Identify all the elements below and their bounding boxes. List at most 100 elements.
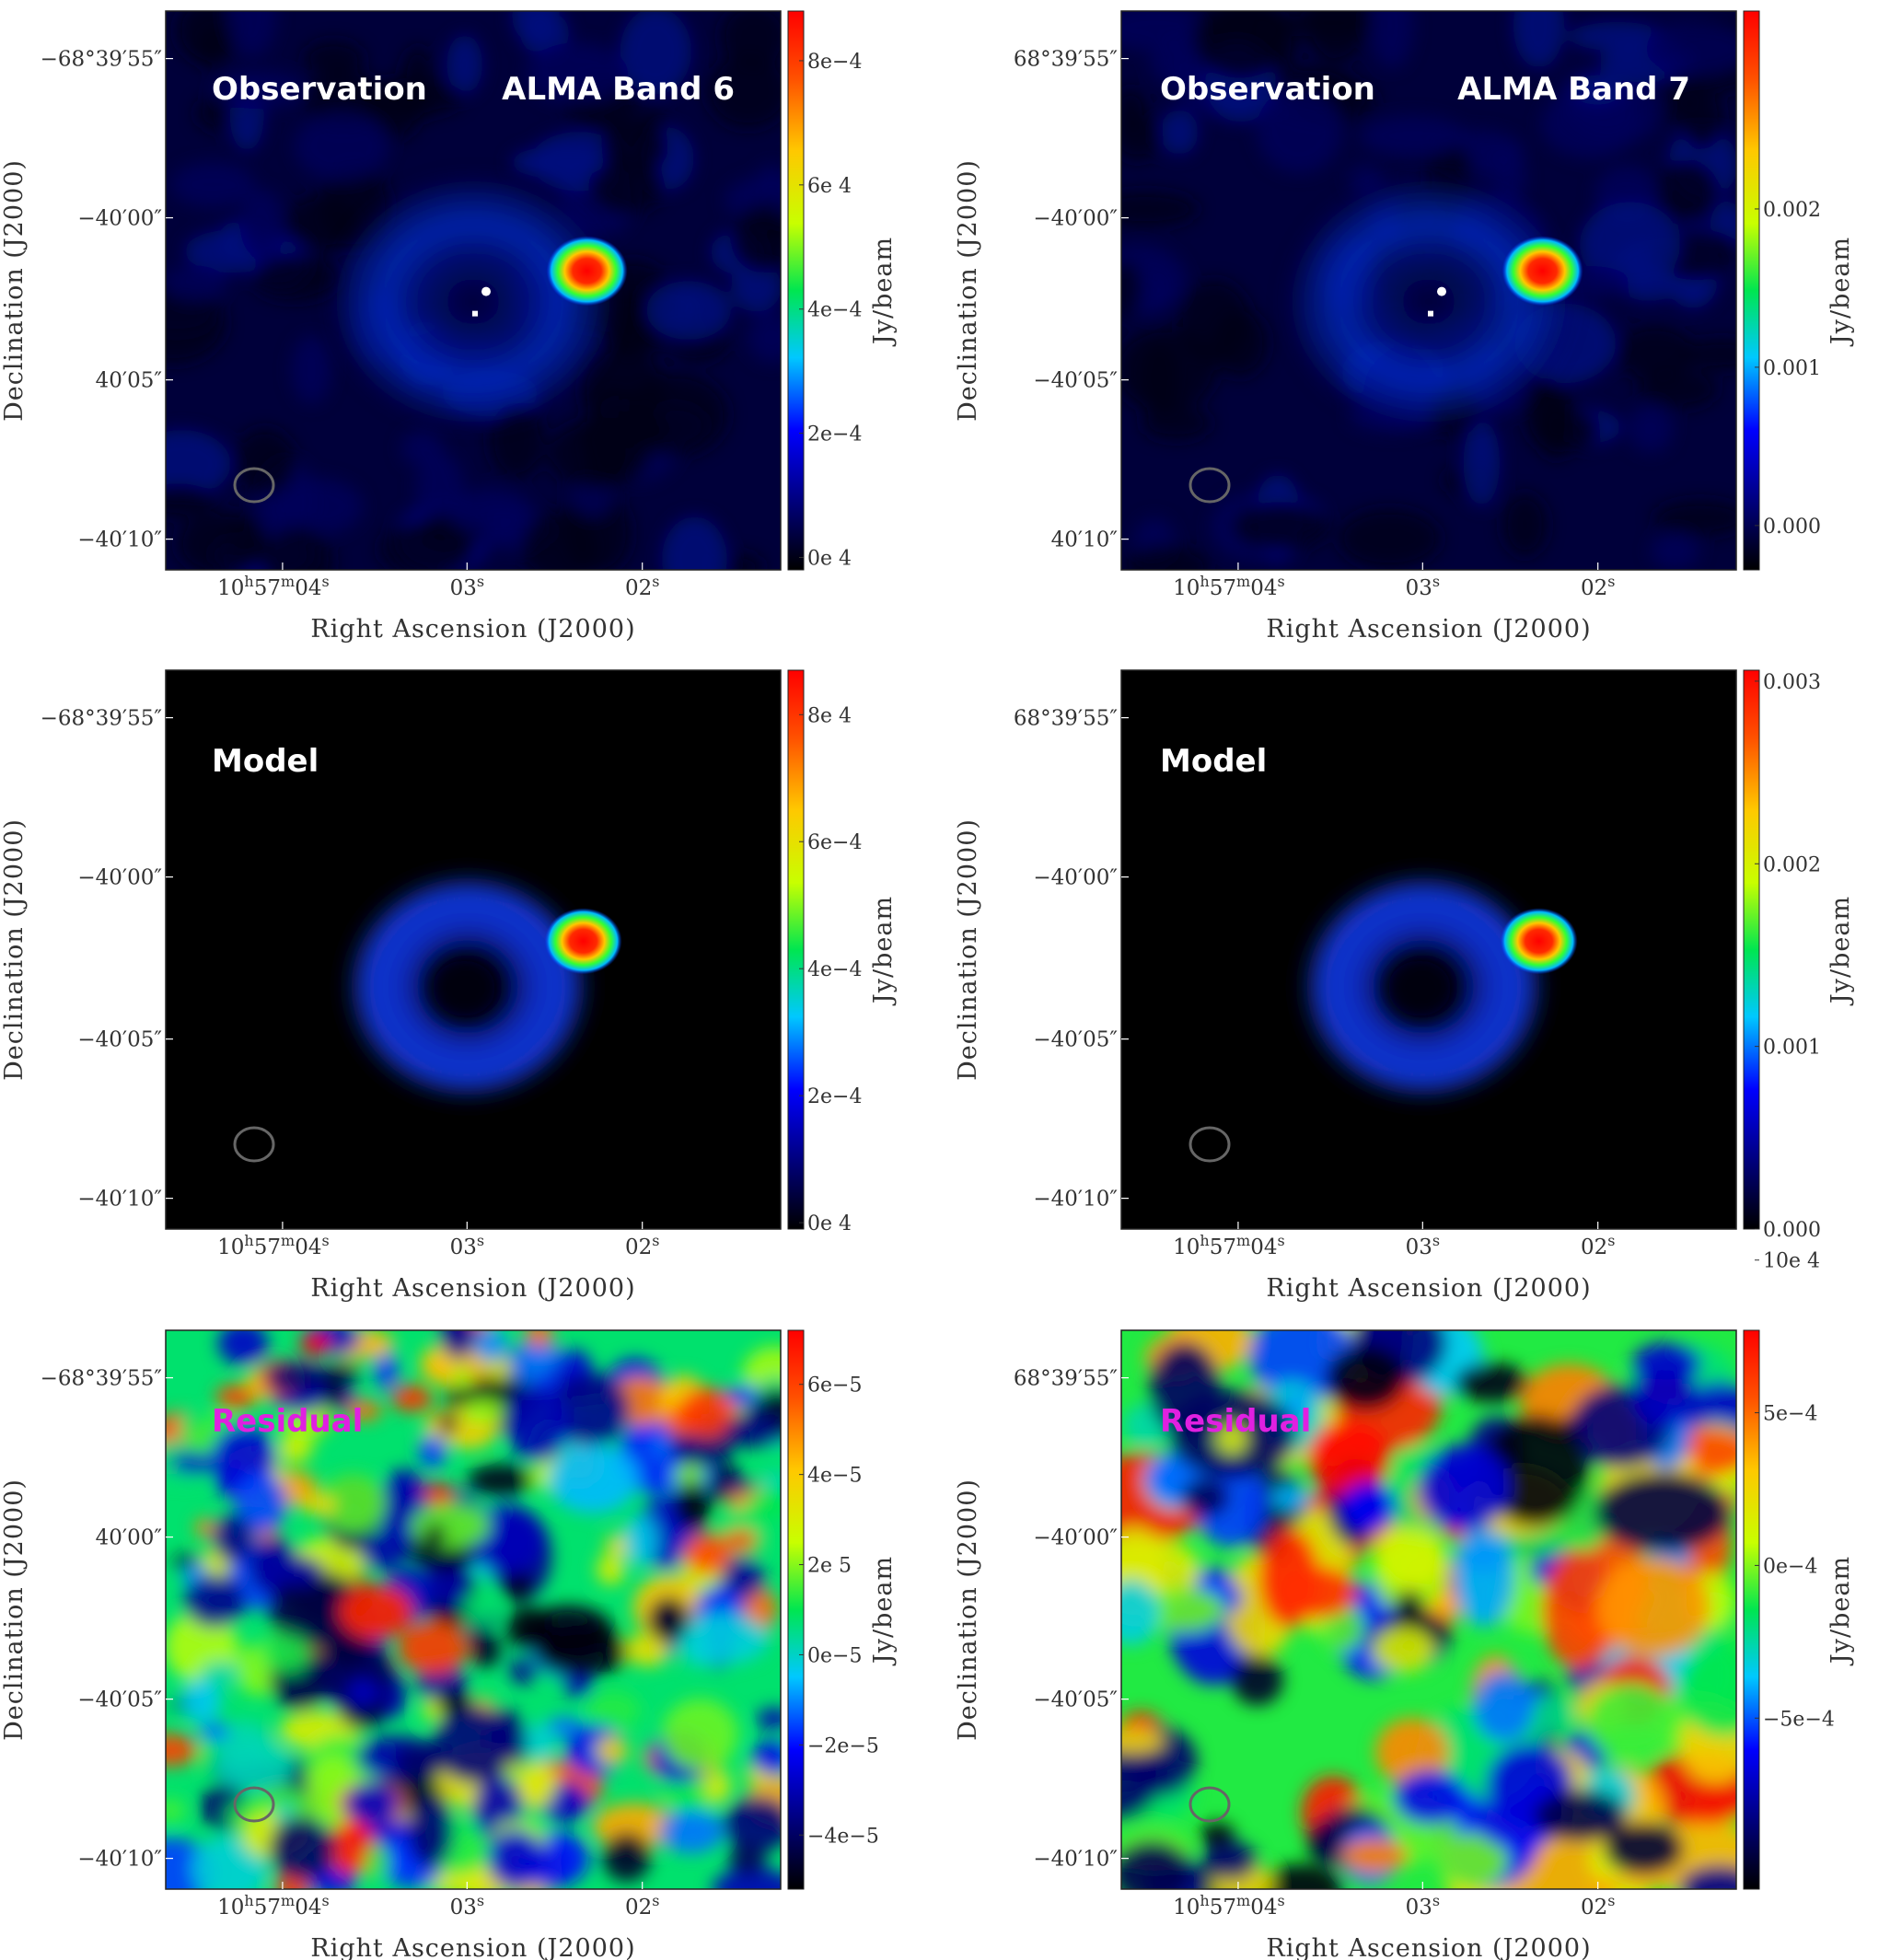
colorbar-tick-label: 0.002 — [1763, 853, 1821, 876]
colorbar-tick-label: −4e−5 — [807, 1825, 879, 1848]
y-tick-label: −40′00″ — [1033, 1526, 1118, 1550]
y-axis-title: Declination (J2000) — [954, 818, 982, 1081]
ring-cavity — [433, 960, 495, 1016]
y-tick-label: 68°39′55″ — [1014, 48, 1119, 72]
colorbar-tick-label: 2e 5 — [807, 1555, 852, 1578]
y-tick-label: −40′05″ — [1033, 1028, 1118, 1052]
colorbar — [1743, 1329, 1760, 1890]
x-tick-label: 02s — [1581, 1232, 1616, 1260]
x-tick-label: 02s — [625, 573, 660, 601]
y-tick-label: −40′00″ — [1033, 866, 1118, 890]
x-axis-title: Right Ascension (J2000) — [1266, 1274, 1591, 1303]
x-tick-label: 03s — [1406, 1892, 1441, 1920]
y-tick-label: 40′10″ — [1051, 528, 1119, 552]
colorbar-unit-label: Jy/beam — [1826, 237, 1855, 347]
panel-observation-band7: 10h57m04s 03s 02s 68°39′55″ −40′00″ −40′05″ 40… — [954, 10, 1855, 644]
map-model-band7 — [1120, 669, 1737, 1230]
colorbar-tick-label: 2e−4 — [807, 423, 862, 447]
companion-source — [1500, 908, 1578, 975]
x-tick-label: 03s — [450, 573, 485, 601]
y-axis-title: Declination (J2000) — [0, 818, 29, 1081]
colorbar — [787, 1329, 805, 1890]
y-tick-label: −40′10″ — [77, 528, 162, 552]
colorbar-tick-label: 6e 4 — [807, 175, 852, 198]
secondary-position-marker — [472, 310, 478, 317]
y-tick-label: −40′00″ — [77, 866, 162, 890]
map-residual-band6 — [165, 1329, 782, 1890]
beam-ellipse — [1188, 1786, 1231, 1823]
panel-label-residual: Residual — [1160, 1403, 1311, 1440]
panel-label-residual: Residual — [212, 1403, 363, 1440]
colorbar-tick-label: 2e−4 — [807, 1085, 862, 1108]
y-tick-label: −40′00″ — [1033, 207, 1118, 231]
y-tick-label: −68°39′55″ — [41, 707, 163, 731]
y-axis-title: Declination (J2000) — [954, 1479, 982, 1741]
panel-label-model: Model — [1160, 743, 1267, 780]
y-axis-title: Declination (J2000) — [0, 159, 29, 422]
colorbar-unit-label: Jy/beam — [1826, 1556, 1855, 1666]
x-axis-title: Right Ascension (J2000) — [310, 1934, 635, 1960]
panel-model-band6: 10h57m04s 03s 02s −68°39′55″ −40′00″ −40′05″ −… — [0, 669, 898, 1303]
colorbar-tick-label: 4e−4 — [807, 299, 862, 322]
y-tick-label: 68°39′55″ — [1014, 1367, 1119, 1391]
map-frame — [1120, 669, 1737, 1230]
colorbar-tick-label: 0.003 — [1763, 671, 1821, 694]
y-axis-title: Declination (J2000) — [0, 1479, 29, 1741]
colorbar-unit-label: Jy/beam — [1826, 896, 1855, 1006]
x-tick-label: 03s — [450, 1232, 485, 1260]
y-tick-label: −40′05″ — [1033, 369, 1118, 393]
x-tick-label: 10h57m04s — [217, 1892, 330, 1920]
x-axis-title: Right Ascension (J2000) — [310, 615, 635, 644]
map-frame — [165, 10, 782, 571]
y-tick-label: 40′00″ — [96, 1526, 163, 1550]
x-tick-label: 10h57m04s — [1173, 1892, 1285, 1920]
map-frame — [1120, 10, 1737, 571]
colorbar-tick-label: 0e−4 — [1763, 1555, 1817, 1578]
map-model-band6 — [165, 669, 782, 1230]
x-tick-label: 02s — [625, 1232, 660, 1260]
colorbar — [1743, 10, 1760, 571]
colorbar-tick-label: 0.000 — [1763, 1219, 1821, 1242]
panel-label-model: Model — [212, 743, 319, 780]
colorbar-tick-label: −5e−4 — [1763, 1708, 1835, 1731]
colorbar-tick-label: 10e 4 — [1763, 1250, 1820, 1273]
beam-ellipse — [1188, 467, 1231, 504]
colorbar-tick-label: 0e−5 — [807, 1644, 862, 1667]
panel-residual-band6: 10h57m04s 03s 02s −68°39′55″ 40′00″ −40′05″ −4… — [0, 1329, 898, 1960]
colorbar-tick-label: 5e−4 — [1763, 1403, 1817, 1426]
panel-observation-band6: 10h57m04s 03s 02s −68°39′55″ −40′00″ 40′05″ −4… — [0, 10, 898, 644]
beam-ellipse — [1188, 1126, 1231, 1163]
x-axis-title: Right Ascension (J2000) — [1266, 615, 1591, 644]
map-observation-band6 — [165, 10, 782, 571]
x-tick-label: 03s — [1406, 573, 1441, 601]
colorbar-tick-label: 8e 4 — [807, 704, 852, 727]
star-position-marker — [1437, 286, 1446, 296]
x-tick-label: 02s — [1581, 573, 1616, 601]
x-axis-title: Right Ascension (J2000) — [1266, 1934, 1591, 1960]
y-tick-label: −40′05″ — [1033, 1688, 1118, 1712]
y-tick-label: 68°39′55″ — [1014, 707, 1119, 731]
map-observation-band7 — [1120, 10, 1737, 571]
x-tick-label: 10h57m04s — [217, 1232, 330, 1260]
colorbar-tick-label: 4e−4 — [807, 958, 862, 981]
colorbar-unit-label: Jy/beam — [869, 237, 898, 347]
colorbar-unit-label: Jy/beam — [869, 896, 898, 1006]
panel-residual-band7: 10h57m04s 03s 02s 68°39′55″ −40′00″ −40′05″ −4… — [954, 1250, 1855, 1960]
dust-ring — [326, 172, 620, 431]
beam-ellipse — [233, 467, 275, 504]
colorbar-tick-label: 4e−5 — [807, 1465, 862, 1488]
colorbar-unit-label: Jy/beam — [869, 1556, 898, 1666]
colorbar-tick-label: 0.001 — [1763, 357, 1821, 380]
x-tick-label: 10h57m04s — [1173, 1232, 1285, 1260]
colorbar-tick-label: 8e−4 — [807, 51, 862, 74]
x-tick-label: 02s — [1581, 1892, 1616, 1920]
y-axis-title: Declination (J2000) — [954, 159, 982, 422]
colorbar-tick-label: 0.002 — [1763, 199, 1821, 222]
y-tick-label: −40′05″ — [77, 1028, 162, 1052]
y-tick-label: −40′10″ — [77, 1188, 162, 1212]
panel-label-observation: Observation — [1160, 71, 1375, 108]
x-tick-label: 10h57m04s — [1173, 573, 1285, 601]
star-position-marker — [481, 286, 491, 296]
ring-cavity — [1388, 960, 1451, 1016]
noise-field — [166, 11, 781, 570]
